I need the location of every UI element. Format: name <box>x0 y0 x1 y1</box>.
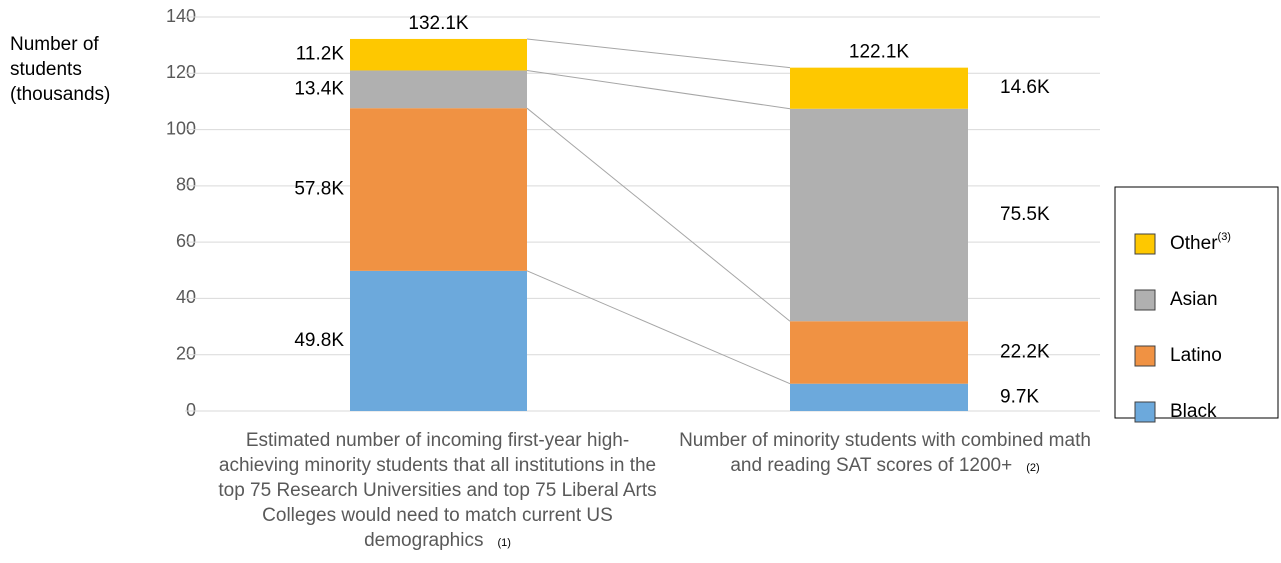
y-tick-label: 80 <box>176 175 196 195</box>
data-label: 49.8K <box>294 330 344 351</box>
legend-swatch <box>1134 233 1156 255</box>
legend-text: Other <box>1170 233 1218 254</box>
category-text: Estimated number of incoming first-year … <box>218 430 657 551</box>
total-label: 122.1K <box>849 41 910 62</box>
bar-segment <box>790 321 968 384</box>
connector-line <box>526 38 791 69</box>
y-tick-label: 60 <box>176 231 196 251</box>
data-label: 22.2K <box>1000 341 1050 362</box>
y-tick-label: 100 <box>166 118 196 138</box>
bar-segment <box>350 70 527 109</box>
bar-segment <box>790 383 968 411</box>
data-label: 13.4K <box>294 78 344 99</box>
category-text: Number of minority students with combine… <box>679 430 1091 476</box>
legend-text: Black <box>1170 401 1217 422</box>
bar-segment <box>350 270 527 411</box>
y-tick-label: 140 <box>166 6 196 26</box>
bar-segment <box>350 108 527 271</box>
y-tick-label: 20 <box>176 343 196 363</box>
y-tick-label: 0 <box>186 400 196 420</box>
legend-label: Asian <box>1170 289 1218 310</box>
category-label: Number of minority students with combine… <box>665 428 1105 481</box>
data-label: 14.6K <box>1000 77 1050 98</box>
bar-segment <box>790 67 968 109</box>
total-label: 132.1K <box>408 13 469 34</box>
connector-line <box>526 270 791 385</box>
y-axis-label: Number of students (thousands) <box>10 34 111 105</box>
legend-label: Latino <box>1170 345 1222 366</box>
legend-text: Latino <box>1170 345 1222 366</box>
legend-swatch <box>1134 401 1156 423</box>
category-label: Estimated number of incoming first-year … <box>215 428 660 556</box>
legend-text: Asian <box>1170 289 1218 310</box>
footnote: (2) <box>1026 462 1040 474</box>
legend-swatch <box>1134 289 1156 311</box>
connector-line <box>526 107 791 322</box>
legend-label: Black <box>1170 401 1217 422</box>
y-tick-label: 120 <box>166 62 196 82</box>
data-label: 75.5K <box>1000 204 1050 225</box>
connector-line <box>526 69 791 110</box>
legend-label: Other(3) <box>1170 231 1231 254</box>
bar-segment <box>350 38 527 71</box>
footnote: (1) <box>497 537 511 549</box>
bar-segment <box>790 108 968 322</box>
data-label: 11.2K <box>296 44 345 65</box>
data-label: 9.7K <box>1000 386 1039 407</box>
y-tick-label: 40 <box>176 287 196 307</box>
legend-swatch <box>1134 345 1156 367</box>
legend-note: (3) <box>1218 231 1231 243</box>
data-label: 57.8K <box>294 179 344 200</box>
